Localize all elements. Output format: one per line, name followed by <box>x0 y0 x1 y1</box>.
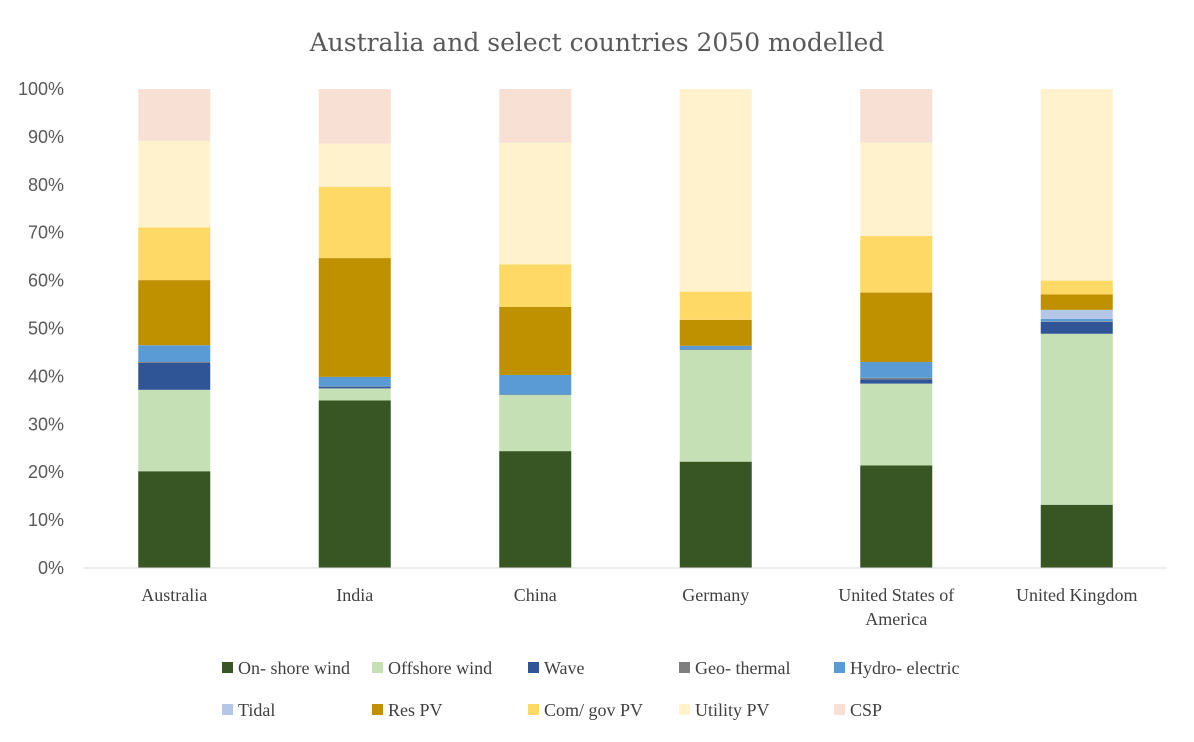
bar-segment <box>499 374 572 395</box>
x-tick-label: United States of America <box>838 585 954 629</box>
bar-segment <box>860 465 933 568</box>
chart-title: Australia and select countries 2050 mode… <box>309 28 885 57</box>
bar-segment <box>499 306 572 375</box>
y-tick-label: 20% <box>28 462 64 482</box>
bar-segment <box>860 377 933 380</box>
x-tick-label: Germany <box>682 585 749 605</box>
y-tick-label: 90% <box>28 127 64 147</box>
bar-segment <box>318 388 391 401</box>
bar-segment <box>1040 309 1113 319</box>
bar-segment <box>1040 294 1113 310</box>
y-tick-label: 50% <box>28 319 64 339</box>
bar-segment <box>318 258 391 377</box>
legend-swatch <box>222 704 233 715</box>
bar-segment <box>860 383 933 466</box>
bar-segment <box>860 89 933 143</box>
bar-segment <box>499 395 572 452</box>
legend-label: Tidal <box>238 700 275 720</box>
legend-swatch <box>528 662 539 673</box>
bar-segment <box>318 400 391 568</box>
bar-segment <box>860 362 933 378</box>
legend-swatch <box>834 662 845 673</box>
bar-segment <box>138 227 211 281</box>
bar-segment <box>499 451 572 568</box>
x-tick-label: India <box>336 585 373 605</box>
bar-segment <box>860 236 933 293</box>
legend-label: CSP <box>850 700 882 720</box>
bar-segment <box>318 376 391 387</box>
bar-segment <box>860 292 933 363</box>
bar-segment <box>499 142 572 265</box>
bar-segment <box>138 362 211 363</box>
bar-segment <box>679 350 752 462</box>
legend-label: Geo- thermal <box>695 658 790 678</box>
legend-label: Com/ gov PV <box>544 700 643 720</box>
legend-label: Wave <box>544 658 585 678</box>
y-tick-label: 70% <box>28 223 64 243</box>
bar-segment <box>679 291 752 320</box>
legend-swatch <box>679 662 690 673</box>
legend-swatch <box>528 704 539 715</box>
legend-swatch <box>834 704 845 715</box>
y-tick-label: 30% <box>28 414 64 434</box>
y-axis-ticks: 0% 10% 20% 30% 40% 50% 60% 70% 80% 90% 100% <box>18 79 64 578</box>
y-tick-label: 0% <box>38 558 64 578</box>
legend-label: Res PV <box>388 700 443 720</box>
bar-segment <box>860 379 933 384</box>
bar-segment <box>860 142 933 237</box>
legend-swatch <box>372 704 383 715</box>
bar-segment <box>138 89 211 141</box>
bar-segment <box>679 89 752 292</box>
bar-segment <box>1040 89 1113 281</box>
bar-segment <box>1040 333 1113 505</box>
bar-segment <box>679 345 752 350</box>
legend-label: On- shore wind <box>238 658 350 678</box>
legend-label: Hydro- electric <box>850 658 959 678</box>
y-tick-label: 100% <box>18 79 64 99</box>
bar-segment <box>499 89 572 143</box>
legend: On- shore wind Offshore wind Wave Geo- ther… <box>222 658 959 720</box>
x-tick-label: Australia <box>141 585 207 605</box>
bar-segment <box>138 345 211 363</box>
y-tick-label: 40% <box>28 366 64 386</box>
bar-segment <box>138 471 211 568</box>
bar-segment <box>1040 504 1113 568</box>
bar-segment <box>318 143 391 187</box>
bar-segment <box>1040 280 1113 295</box>
bar-segment <box>318 186 391 259</box>
legend-label: Offshore wind <box>388 658 492 678</box>
bar-segment <box>679 461 752 568</box>
bar-segment <box>138 389 211 472</box>
bar-segment <box>318 386 391 389</box>
y-tick-label: 10% <box>28 510 64 530</box>
bar-segment <box>499 264 572 307</box>
bar-segment <box>138 140 211 228</box>
legend-swatch <box>372 662 383 673</box>
legend-swatch <box>679 704 690 715</box>
bar-segment <box>1040 321 1113 334</box>
y-tick-label: 80% <box>28 175 64 195</box>
bar-segment <box>1040 318 1113 322</box>
bar-segment <box>679 319 752 346</box>
x-tick-label: China <box>514 585 557 605</box>
bar-segment <box>138 280 211 346</box>
y-tick-label: 60% <box>28 271 64 291</box>
bars <box>138 89 1113 568</box>
x-axis-ticks: Australia India China Germany United States … <box>141 585 1137 629</box>
bar-segment <box>138 362 211 390</box>
bar-segment <box>318 89 391 144</box>
x-tick-label: United Kingdom <box>1016 585 1138 605</box>
legend-swatch <box>222 662 233 673</box>
legend-label: Utility PV <box>695 700 770 720</box>
